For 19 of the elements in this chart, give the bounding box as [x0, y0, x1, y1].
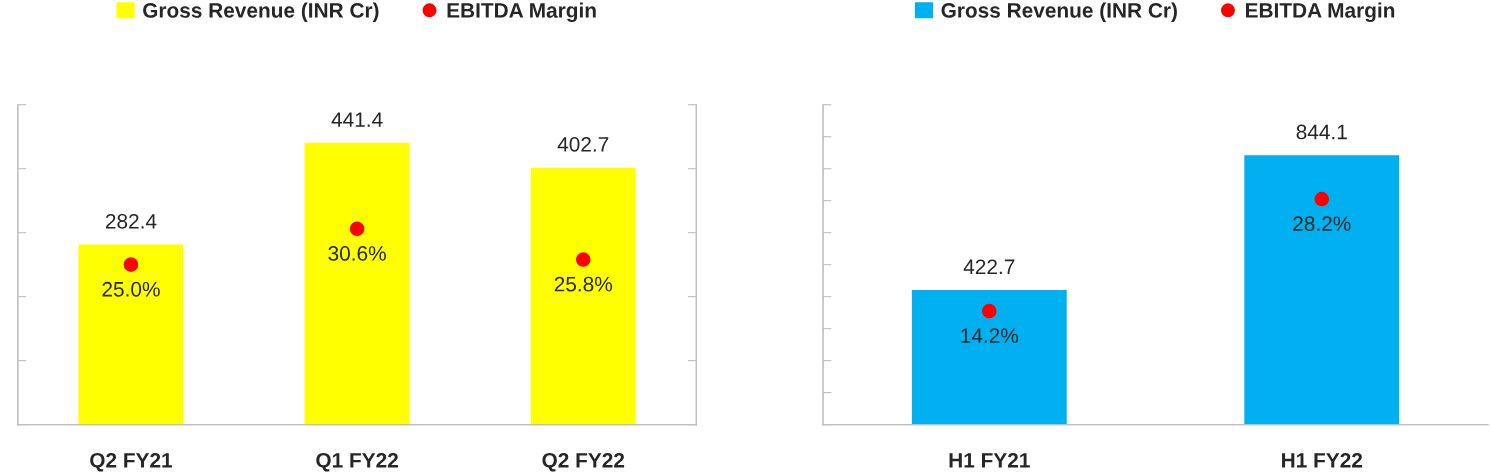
data-label: 25.8%: [554, 276, 613, 292]
x-tick-label: Q2 FY22: [542, 452, 625, 472]
legend-label: EBITDA Margin: [447, 2, 596, 22]
x-tick-label: H1 FY22: [1282, 452, 1363, 468]
data-label: 25.0%: [102, 281, 160, 297]
data-label: 422.7: [963, 259, 1015, 274]
data-label: 844.1: [1296, 124, 1347, 140]
data-label: 441.4: [331, 112, 383, 127]
legend-label: EBITDA Margin: [1245, 2, 1395, 22]
data-label: 282.4: [105, 213, 157, 229]
legend-label: Gross Revenue (INR Cr): [143, 2, 379, 22]
x-tick-label: Q1 FY22: [316, 452, 398, 472]
x-tick-label: H1 FY21: [949, 452, 1030, 468]
data-label: 402.7: [557, 136, 609, 152]
legend-label: Gross Revenue (INR Cr): [941, 2, 1177, 22]
data-label: 14.2%: [961, 328, 1019, 343]
x-tick-label: Q2 FY21: [90, 452, 173, 472]
data-label: 28.2%: [1293, 216, 1351, 232]
data-label: 30.6%: [328, 246, 386, 261]
